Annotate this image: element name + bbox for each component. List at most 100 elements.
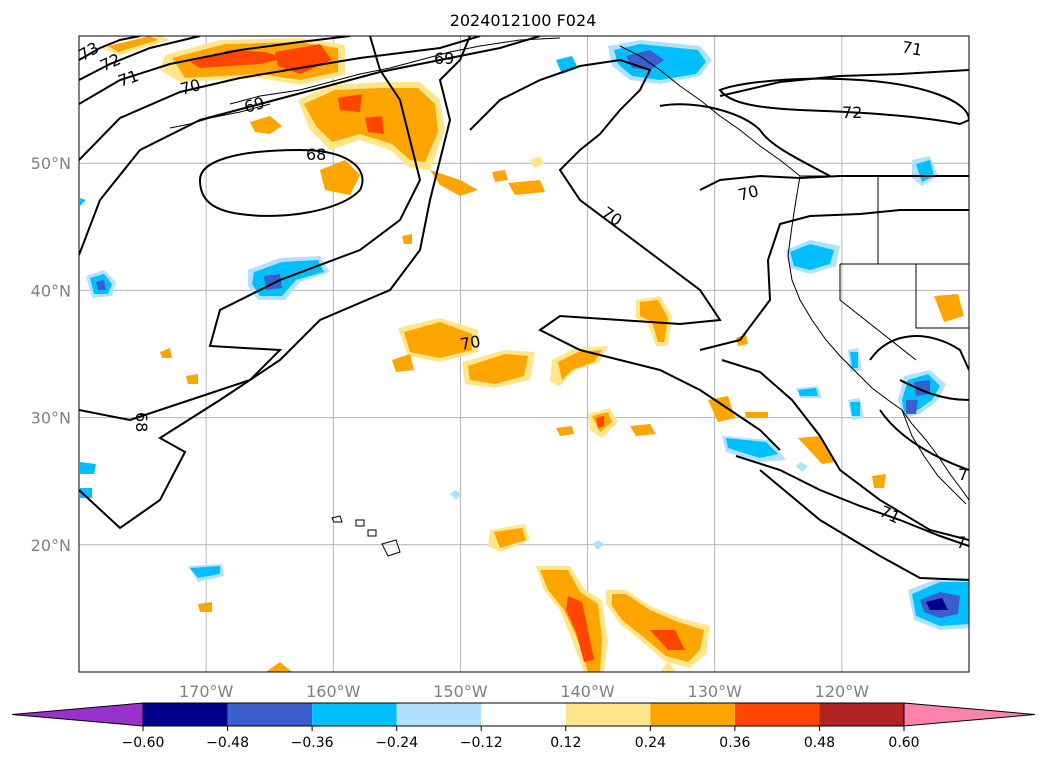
colorbar-segment [143,703,228,726]
shade-pos [630,424,656,436]
shade-pos [250,116,282,134]
colorbar-tick-label: −0.24 [375,735,418,751]
contour-72-south [759,469,969,581]
shade-pos [198,602,212,612]
lon-tick-label: 160°W [306,682,361,701]
coastline-alaska [229,37,561,105]
colorbar-segment [481,703,566,726]
shade-pos [266,662,292,672]
shade-pos [392,354,414,372]
shade-neg [906,400,918,414]
lon-tick-label: 150°W [433,682,488,701]
contour-68-closed [198,148,364,217]
colorbar-tick-label: −0.36 [291,735,334,751]
contour-73 [79,36,141,61]
colorbar-tick-label: −0.60 [122,735,165,751]
contour-71-cal [699,209,969,351]
shade-pos [708,396,735,422]
shade-neg [190,566,220,578]
contour-71-pacific [735,455,969,547]
contour-69 [79,36,541,256]
contour-label: 71 [900,37,923,59]
lon-tick-label: 120°W [815,682,870,701]
contour-71-east [719,69,969,97]
contour-low-cal [869,335,969,471]
shade-neg [80,198,86,206]
lat-tick-label: 50°N [31,154,71,173]
longitude-labels: 170°W 160°W 150°W 140°W 130°W 120°W [179,682,869,701]
shade-neg [796,462,808,472]
lon-tick-label: 170°W [179,682,234,701]
shade-pos [494,528,526,548]
latitude-labels: 50°N 40°N 30°N 20°N [31,154,71,555]
contour-label: 7 [958,465,968,484]
shade-pos [872,474,886,488]
shade-pos [160,348,172,358]
negative-anomaly-shading [80,40,969,630]
shade-pos [338,94,362,112]
shade-neg [726,438,778,458]
colorbar: −0.60 −0.48 −0.36 −0.24 −0.12 0.12 0.24 0.36 0.4… [11,702,1036,751]
contour-72-closed [718,77,969,126]
colorbar-tick-label: 0.24 [635,735,666,751]
shade-neg [790,244,834,270]
map-title: 2024012100 F024 [450,11,597,30]
hawaii-islands [331,515,401,557]
contour-68 [79,36,422,422]
shade-neg [80,488,92,498]
shade-neg [850,352,858,368]
contour-label: 69 [242,93,267,117]
contour-71-inner [721,359,969,541]
contour-70-main [469,58,781,451]
contour-72 [79,36,201,81]
contour-label: 7 [956,533,966,552]
shade-pos [320,160,360,195]
colorbar-tick-label: 0.36 [719,735,750,751]
shade-neg [80,462,96,474]
shade-pos [558,350,602,380]
shade-pos [745,412,768,418]
height-contours [79,36,969,581]
colorbar-tick-label: 0.60 [888,735,919,751]
contour-low-cal2 [899,379,969,401]
colorbar-tick-label: 0.48 [804,735,835,751]
shade-neg [592,540,604,550]
shade-neg [798,388,818,396]
shade-pos [556,426,574,436]
shade-pos [566,596,594,662]
colorbar-segment [227,703,313,726]
shade-pos [402,234,412,244]
colorbar-tick-label: 0.12 [550,735,581,751]
colorbar-extend-low [11,702,144,727]
colorbar-segment [650,703,735,726]
shade-pos [190,50,285,68]
colorbar-outline [142,702,905,727]
shade-pos [430,170,478,196]
shade-pos [404,322,472,358]
contour-69-lower [79,36,471,530]
positive-anomaly-shading [100,36,964,672]
contour-label: 70 [459,332,482,354]
shade-pos [186,374,198,384]
shade-pos [492,170,508,182]
lat-tick-label: 30°N [31,409,71,428]
shade-pos [508,180,545,195]
shade-pos [468,354,528,384]
contour-70 [79,36,481,161]
colorbar-extend-high [903,702,1036,727]
lon-tick-label: 130°W [688,682,743,701]
contour-71 [79,36,351,105]
coastline-baja [901,409,967,505]
map-plot-area: 73 72 71 70 69 69 68 70 70 70 72 71 68 7… [75,35,970,673]
colorbar-segment [734,703,820,726]
shade-neg [926,598,948,610]
colorbar-tick-label: −0.12 [460,735,503,751]
contour-70-east [699,174,969,191]
shade-neg [450,490,462,500]
contour-label: 68 [132,412,151,432]
colorbar-segment [312,703,397,726]
map-frame [78,35,970,673]
shade-neg [96,280,106,290]
colorbar-segment [819,703,904,726]
